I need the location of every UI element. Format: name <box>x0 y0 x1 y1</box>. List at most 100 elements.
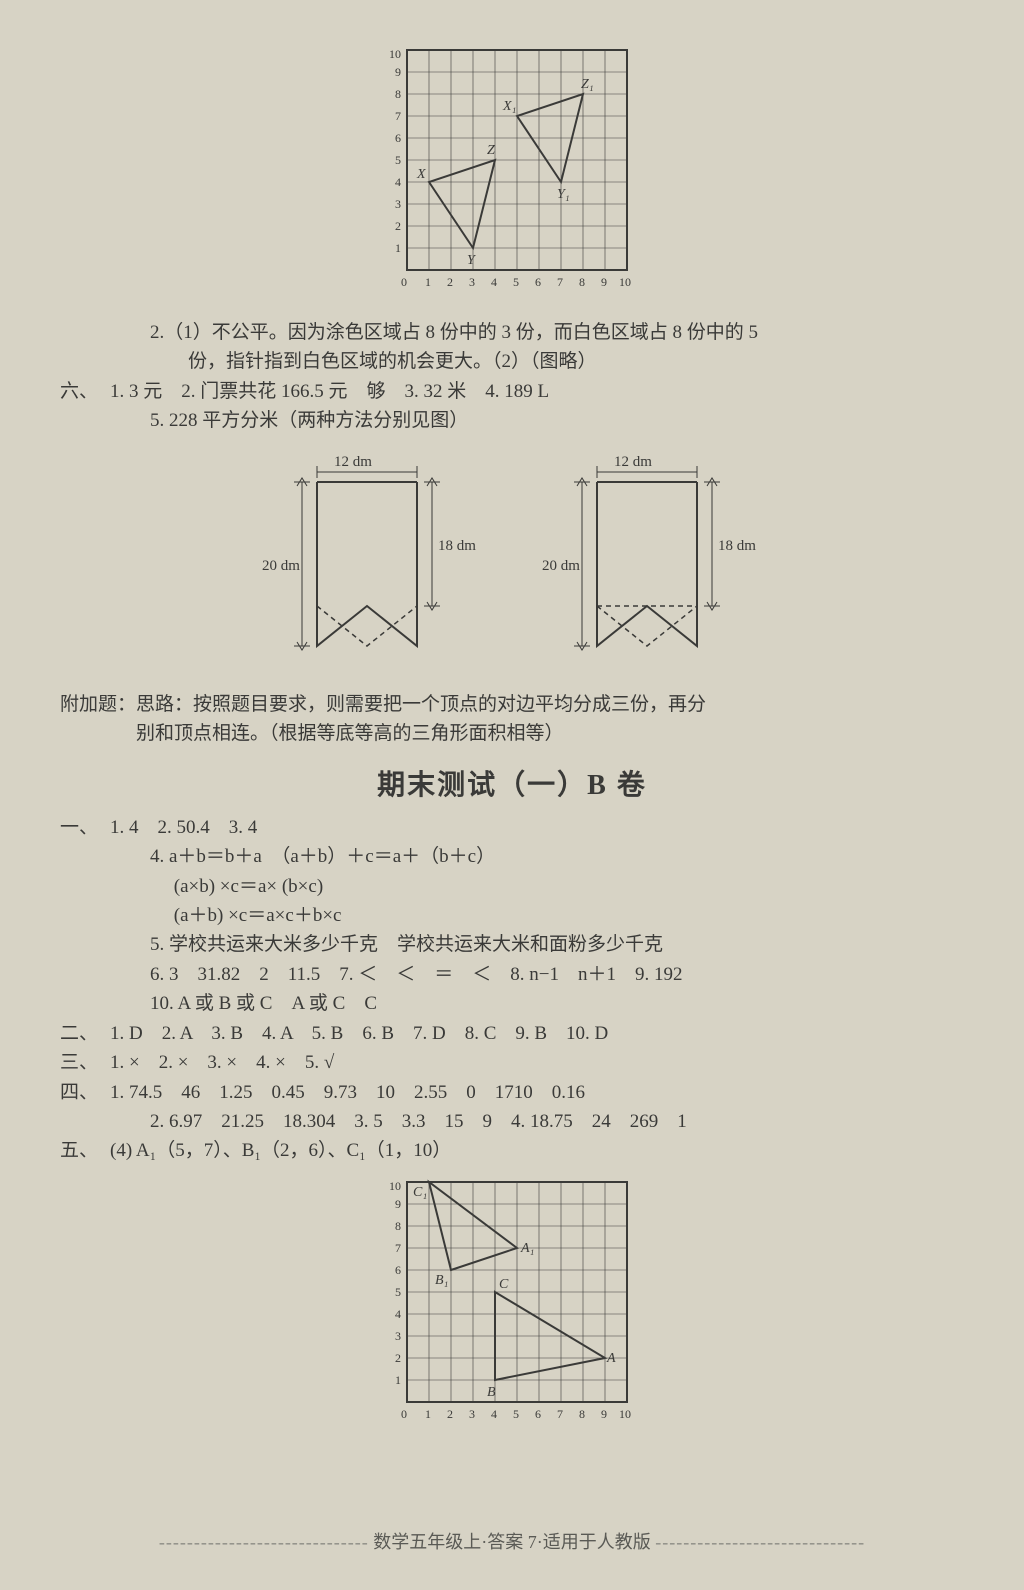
section-6-label: 六、 <box>60 377 110 406</box>
answer-2-1: 2.（1）不公平。因为涂色区域占 8 份中的 3 份，而白色区域占 8 份中的 … <box>60 318 964 347</box>
svg-text:4: 4 <box>395 175 401 189</box>
flag-left: 12 dm 20 dm 18 dm <box>262 446 482 676</box>
svg-text:7: 7 <box>557 1407 563 1421</box>
fujia-2: 别和顶点相连。（根据等底等高的三角形面积相等） <box>60 719 964 748</box>
flag-right: 12 dm 20 dm 18 dm <box>542 446 762 676</box>
svg-text:C: C <box>499 1277 509 1292</box>
dim-18-right: 18 dm <box>718 538 756 554</box>
svg-text:Y₁: Y₁ <box>557 187 570 202</box>
svg-text:A: A <box>606 1351 616 1366</box>
svg-text:9: 9 <box>601 275 607 289</box>
svg-text:3: 3 <box>395 197 401 211</box>
svg-text:2: 2 <box>447 1407 453 1421</box>
answer-2-2: 份，指针指到白色区域的机会更大。（2）（图略） <box>60 347 964 376</box>
sec4: 四、1. 74.5 46 1.25 0.45 9.73 10 2.55 0 17… <box>60 1078 964 1107</box>
svg-text:7: 7 <box>395 1241 401 1255</box>
svg-text:B: B <box>487 1385 496 1400</box>
svg-text:10: 10 <box>389 1179 401 1193</box>
sec2-label: 二、 <box>60 1019 110 1048</box>
sec2-text: 1. D 2. A 3. B 4. A 5. B 6. B 7. D 8. C … <box>110 1023 608 1044</box>
svg-text:8: 8 <box>395 1219 401 1233</box>
sec1-l0: 1. 4 2. 50.4 3. 4 <box>110 817 257 838</box>
footer-dots-right: ------------------------------ <box>655 1532 865 1552</box>
svg-text:1: 1 <box>425 1407 431 1421</box>
sec3-label: 三、 <box>60 1048 110 1077</box>
svg-text:5: 5 <box>513 275 519 289</box>
svg-text:0: 0 <box>401 275 407 289</box>
svg-text:3: 3 <box>469 275 475 289</box>
dim-12-right: 12 dm <box>614 454 652 470</box>
page-footer: ------------------------------ 数学五年级上·答案… <box>0 1528 1024 1554</box>
sec5-text: (4) A₁（5，7）、B₁（2，6）、C₁（1，10） <box>110 1140 451 1161</box>
svg-text:5: 5 <box>395 153 401 167</box>
svg-text:6: 6 <box>395 1263 401 1277</box>
svg-text:9: 9 <box>601 1407 607 1421</box>
svg-text:4: 4 <box>395 1307 401 1321</box>
footer-center: 数学五年级上·答案 7·适用于人教版 <box>373 1532 651 1552</box>
svg-text:2: 2 <box>395 1351 401 1365</box>
sec4-label: 四、 <box>60 1078 110 1107</box>
sec1-l5: 6. 3 31.82 2 11.5 7. ＜ ＜ ＝ ＜ 8. n−1 n＋1 … <box>60 960 964 989</box>
sec1-l6: 10. A 或 B 或 C A 或 C C <box>60 989 964 1018</box>
section-6-line2: 5. 228 平方分米（两种方法分别见图） <box>60 406 964 435</box>
svg-text:0: 0 <box>401 1407 407 1421</box>
svg-text:Z₁: Z₁ <box>581 77 594 92</box>
svg-text:6: 6 <box>535 275 541 289</box>
svg-text:5: 5 <box>395 1285 401 1299</box>
sec3-text: 1. × 2. × 3. × 4. × 5. √ <box>110 1052 334 1073</box>
sec1-l1: 4. a＋b＝b＋a （a＋b）＋c＝a＋（b＋c） <box>60 842 964 871</box>
svg-text:7: 7 <box>557 275 563 289</box>
svg-text:1: 1 <box>425 275 431 289</box>
svg-text:8: 8 <box>395 87 401 101</box>
svg-text:C₁: C₁ <box>413 1185 427 1200</box>
svg-text:7: 7 <box>395 109 401 123</box>
sec5-label: 五、 <box>60 1136 110 1165</box>
svg-text:X₁: X₁ <box>502 99 516 114</box>
section-title: 期末测试（一）B 卷 <box>60 763 964 803</box>
svg-text:1: 1 <box>395 1373 401 1387</box>
chart1-svg: 0 1 2 3 4 5 6 7 8 9 10 1 2 3 4 5 6 7 8 9 10 X Y Z <box>377 40 647 310</box>
chart-xyz: 0 1 2 3 4 5 6 7 8 9 10 1 2 3 4 5 6 7 8 9 10 X Y Z <box>60 40 964 310</box>
fujia-1: 附加题：思路：按照题目要求，则需要把一个顶点的对边平均分成三份，再分 <box>60 690 964 719</box>
svg-text:A₁: A₁ <box>520 1241 534 1256</box>
svg-text:8: 8 <box>579 275 585 289</box>
svg-text:3: 3 <box>469 1407 475 1421</box>
dim-12-left: 12 dm <box>334 454 372 470</box>
svg-text:2: 2 <box>447 275 453 289</box>
sec3: 三、1. × 2. × 3. × 4. × 5. √ <box>60 1048 964 1077</box>
svg-text:9: 9 <box>395 65 401 79</box>
dim-18-left: 18 dm <box>438 538 476 554</box>
svg-text:X: X <box>416 167 426 182</box>
svg-text:2: 2 <box>395 219 401 233</box>
svg-text:9: 9 <box>395 1197 401 1211</box>
svg-text:4: 4 <box>491 1407 497 1421</box>
svg-text:10: 10 <box>619 275 631 289</box>
dim-20-right: 20 dm <box>542 558 580 574</box>
svg-text:6: 6 <box>535 1407 541 1421</box>
svg-text:Z: Z <box>487 143 495 158</box>
section-6: 六、1. 3 元 2. 门票共花 166.5 元 够 3. 32 米 4. 18… <box>60 377 964 406</box>
sec1-label: 一、 <box>60 813 110 842</box>
svg-text:1: 1 <box>395 241 401 255</box>
sec4-l1: 2. 6.97 21.25 18.304 3. 5 3.3 15 9 4. 18… <box>60 1107 964 1136</box>
svg-text:8: 8 <box>579 1407 585 1421</box>
sec5: 五、(4) A₁（5，7）、B₁（2，6）、C₁（1，10） <box>60 1136 964 1165</box>
svg-text:4: 4 <box>491 275 497 289</box>
svg-text:6: 6 <box>395 131 401 145</box>
svg-text:B₁: B₁ <box>435 1273 448 1288</box>
section-6-line1: 1. 3 元 2. 门票共花 166.5 元 够 3. 32 米 4. 189 … <box>110 381 549 402</box>
chart2-svg: 012 345 678 910 123 456 789 10 A B C <box>377 1172 647 1442</box>
dim-20-left: 20 dm <box>262 558 300 574</box>
sec4-l0: 1. 74.5 46 1.25 0.45 9.73 10 2.55 0 1710… <box>110 1082 585 1103</box>
svg-text:10: 10 <box>389 47 401 61</box>
sec2: 二、1. D 2. A 3. B 4. A 5. B 6. B 7. D 8. … <box>60 1019 964 1048</box>
footer-dots-left: ------------------------------ <box>159 1532 369 1552</box>
sec1-l4: 5. 学校共运来大米多少千克 学校共运来大米和面粉多少千克 <box>60 930 964 959</box>
sec1-l2: (a×b) ×c＝a× (b×c) <box>60 872 964 901</box>
flags-diagrams: 12 dm 20 dm 18 dm <box>60 446 964 676</box>
chart-abc: 012 345 678 910 123 456 789 10 A B C <box>60 1172 964 1442</box>
sec1: 一、1. 4 2. 50.4 3. 4 <box>60 813 964 842</box>
svg-text:3: 3 <box>395 1329 401 1343</box>
sec1-l3: (a＋b) ×c＝a×c＋b×c <box>60 901 964 930</box>
svg-text:Y: Y <box>467 253 477 268</box>
